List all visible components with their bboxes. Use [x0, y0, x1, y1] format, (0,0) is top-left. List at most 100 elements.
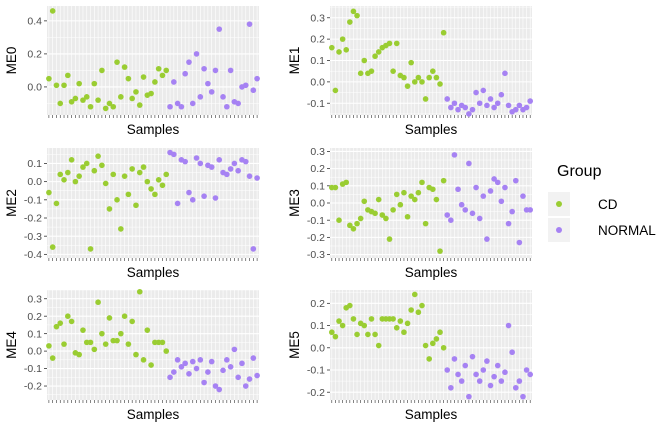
data-point-normal [208, 164, 215, 170]
x-axis-title: Samples [405, 407, 458, 422]
data-point-cd [65, 72, 71, 79]
data-point-normal [254, 175, 260, 181]
data-point-normal [242, 158, 249, 165]
data-point-normal [466, 111, 472, 117]
data-point-cd [408, 307, 414, 313]
data-point-normal [242, 82, 249, 89]
data-point-cd [159, 72, 166, 79]
data-point-normal [502, 369, 508, 376]
data-point-cd [426, 74, 432, 81]
data-point-normal [476, 378, 483, 384]
data-point-normal [494, 179, 501, 186]
data-point-normal [246, 173, 253, 179]
data-point-normal [455, 106, 461, 113]
data-point-normal [224, 357, 230, 363]
data-point-cd [383, 215, 389, 222]
x-axis-title: Samples [405, 265, 458, 280]
data-point-cd [155, 65, 162, 72]
data-point-cd [49, 8, 56, 14]
data-point-normal [491, 373, 497, 380]
data-point-normal [448, 217, 454, 223]
data-point-normal [246, 376, 253, 382]
data-point-normal [512, 384, 519, 391]
data-point-cd [440, 344, 447, 351]
data-point-normal [487, 188, 494, 194]
data-point-normal [197, 160, 204, 167]
data-point-cd [46, 189, 52, 196]
data-point-cd [144, 327, 151, 333]
data-point-cd [118, 226, 124, 232]
data-point-cd [422, 220, 429, 227]
legend-label-cd: CD [598, 197, 618, 212]
y-tick-label: -0.2 [24, 381, 42, 393]
data-point-normal [186, 189, 192, 196]
y-tick-label: 0.0 [27, 82, 42, 94]
data-point-cd [354, 12, 360, 19]
data-point-normal [239, 360, 245, 367]
data-point-normal [480, 87, 487, 94]
data-point-normal [462, 207, 469, 213]
data-point-normal [171, 79, 177, 85]
data-point-cd [404, 320, 411, 327]
data-point-cd [76, 173, 82, 179]
data-point-cd [415, 309, 422, 316]
data-point-cd [121, 173, 128, 179]
data-point-normal [498, 198, 505, 205]
data-point-cd [99, 330, 105, 337]
data-point-cd [140, 357, 147, 363]
data-point-cd [102, 341, 109, 347]
data-point-cd [437, 81, 443, 87]
data-point-normal [216, 157, 223, 163]
data-point-cd [401, 189, 407, 196]
y-axis-title: ME2 [4, 189, 19, 217]
data-point-cd [390, 207, 396, 213]
data-point-cd [347, 19, 353, 25]
data-point-normal [193, 155, 200, 161]
data-point-normal [516, 378, 523, 384]
data-point-cd [49, 355, 56, 361]
data-point-normal [509, 349, 515, 356]
panel-background [47, 148, 259, 258]
data-point-normal [242, 383, 249, 389]
data-point-normal [451, 356, 458, 362]
data-point-cd [57, 100, 64, 107]
data-point-cd [339, 322, 346, 329]
y-axis-title: ME0 [4, 47, 19, 75]
series-cd [46, 8, 170, 112]
data-point-normal [201, 65, 207, 72]
data-point-normal [171, 151, 177, 158]
data-point-normal [205, 369, 211, 375]
data-point-normal [246, 21, 253, 27]
y-tick-label: -0.1 [307, 365, 325, 377]
series-normal [167, 346, 260, 393]
data-point-cd [386, 40, 393, 47]
data-point-normal [227, 67, 234, 74]
data-point-cd [357, 70, 364, 77]
data-point-normal [455, 186, 461, 193]
data-point-normal [476, 215, 483, 222]
data-point-cd [329, 329, 335, 336]
data-point-cd [99, 162, 105, 169]
data-point-cd [155, 177, 162, 183]
data-point-normal [197, 94, 204, 100]
data-point-normal [231, 160, 238, 167]
panel-me1: 0.3 0.2 0.1 0.0 -0.1 ME1 Samples [287, 6, 533, 137]
data-point-cd [350, 225, 357, 232]
data-point-normal [527, 207, 533, 213]
data-point-normal [462, 362, 469, 369]
data-point-cd [415, 189, 422, 196]
y-axis-title: ME3 [287, 189, 302, 217]
y-axis-title: ME4 [4, 331, 19, 359]
data-point-cd [430, 186, 436, 193]
y-tick-label: 0.1 [310, 55, 325, 67]
data-point-cd [404, 83, 411, 89]
data-point-cd [133, 89, 139, 95]
data-point-normal [212, 195, 219, 201]
data-point-cd [411, 196, 418, 203]
data-point-cd [110, 171, 117, 178]
y-tick-label: -0.1 [24, 363, 42, 375]
panel-me2: 0.1 0.0 -0.1 -0.2 -0.3 -0.4 ME2 Samples [4, 148, 260, 280]
data-point-cd [57, 171, 64, 178]
data-point-cd [61, 341, 67, 347]
data-point-normal [512, 177, 519, 184]
